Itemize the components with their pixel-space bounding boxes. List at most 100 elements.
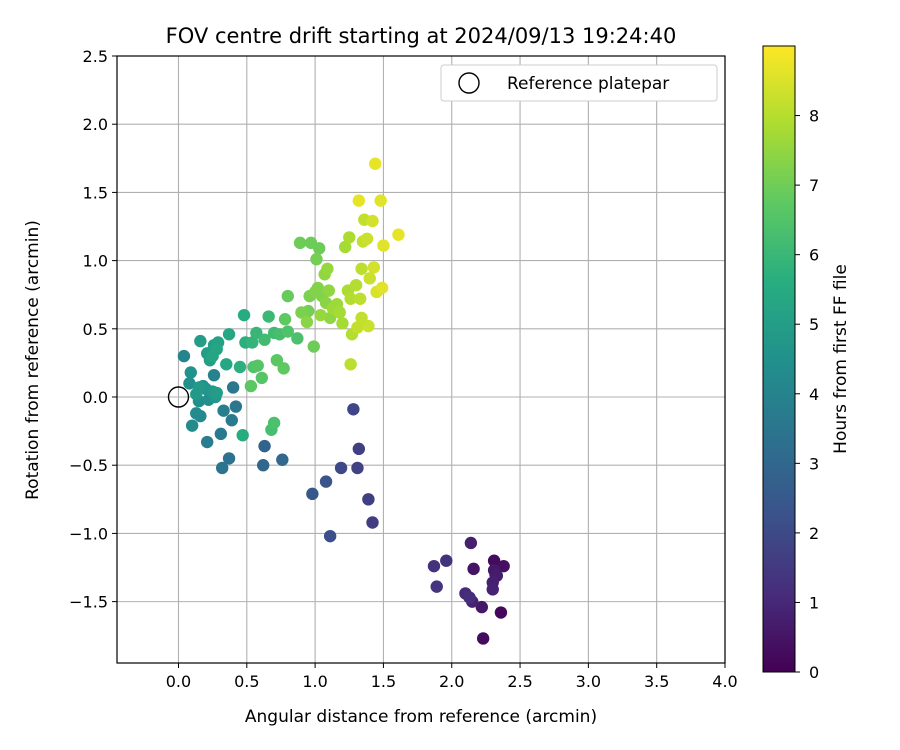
- colorbar-gradient: [762, 45, 796, 673]
- data-point: [177, 349, 191, 363]
- data-point: [250, 326, 263, 340]
- x-axis-ticks: 0.0 0.5 1.0 1.5 2.0 2.5 3.0 3.5 4.0: [166, 663, 738, 691]
- data-point: [355, 262, 368, 275]
- data-point: [427, 559, 441, 573]
- data-point: [351, 461, 364, 475]
- x-tick-label: 3.5: [644, 672, 669, 691]
- x-tick-label: 0.5: [234, 672, 259, 691]
- data-point: [246, 336, 259, 349]
- data-point: [352, 442, 366, 456]
- data-point: [323, 311, 337, 325]
- data-point: [192, 381, 206, 394]
- y-tick-label: 2.0: [83, 115, 108, 134]
- data-point: [190, 407, 203, 420]
- data-point: [338, 240, 352, 254]
- data-point: [467, 562, 480, 576]
- data-point: [262, 310, 275, 323]
- y-tick-label: −1.0: [69, 524, 108, 543]
- data-point: [375, 281, 389, 295]
- data-point: [300, 315, 314, 329]
- data-point: [494, 606, 508, 619]
- data-point: [310, 253, 323, 266]
- data-point: [392, 228, 405, 241]
- data-point: [374, 194, 387, 207]
- data-point: [349, 278, 363, 292]
- data-point: [344, 358, 357, 371]
- data-point: [497, 559, 510, 573]
- data-point: [366, 214, 379, 228]
- data-point: [267, 416, 281, 430]
- data-point: [360, 232, 374, 245]
- data-point: [206, 349, 219, 363]
- reference-point-marker: [167, 386, 190, 408]
- data-point: [251, 359, 264, 372]
- data-point: [333, 306, 346, 319]
- data-point: [322, 284, 335, 297]
- data-point: [313, 242, 326, 255]
- data-point: [314, 308, 327, 322]
- y-axis-title: Rotation from reference (arcmin): [23, 220, 43, 500]
- data-point: [270, 353, 284, 367]
- data-point: [225, 414, 238, 427]
- data-point: [255, 371, 269, 385]
- data-point: [487, 554, 501, 567]
- data-point: [214, 427, 228, 441]
- colorbar-tick-label: 3: [809, 454, 819, 473]
- y-tick-label: −0.5: [69, 456, 108, 475]
- y-tick-label: 2.5: [83, 47, 108, 66]
- data-points: [177, 157, 510, 645]
- data-point: [185, 419, 199, 432]
- data-point: [352, 194, 366, 207]
- data-point: [236, 429, 249, 442]
- colorbar: 0 1 2 3 4 5 6 7 8 Hours from first FF file: [762, 45, 851, 682]
- data-point: [237, 308, 251, 322]
- colorbar-tick-label: 6: [809, 246, 819, 265]
- data-point: [307, 340, 320, 353]
- x-tick-label: 2.0: [439, 672, 464, 691]
- data-point: [430, 580, 443, 593]
- y-tick-label: 1.0: [83, 252, 108, 271]
- data-point: [277, 362, 290, 375]
- data-point: [281, 325, 294, 338]
- data-point: [276, 453, 289, 466]
- data-point: [200, 435, 214, 449]
- x-axis-title: Angular distance from reference (arcmin): [245, 707, 597, 727]
- x-tick-label: 2.5: [507, 672, 532, 691]
- data-point: [217, 404, 230, 417]
- data-point: [367, 261, 381, 274]
- data-point: [355, 311, 368, 325]
- data-point: [321, 262, 334, 275]
- data-point: [334, 461, 348, 475]
- data-point: [366, 516, 379, 529]
- data-point: [295, 306, 308, 319]
- data-point: [207, 368, 221, 382]
- data-point: [377, 239, 390, 252]
- data-point: [306, 487, 319, 501]
- data-point: [233, 360, 247, 374]
- data-point: [293, 236, 307, 250]
- data-point: [362, 319, 375, 333]
- data-point: [475, 600, 488, 614]
- data-point: [229, 400, 243, 413]
- data-point: [194, 334, 207, 348]
- data-point: [347, 403, 360, 416]
- data-point: [369, 157, 382, 170]
- data-point: [258, 333, 271, 346]
- data-point: [463, 591, 476, 604]
- colorbar-tick-label: 7: [809, 176, 819, 195]
- colorbar-tick-label: 1: [809, 593, 819, 612]
- data-point: [354, 292, 367, 305]
- data-point: [220, 358, 233, 371]
- x-tick-label: 3.0: [576, 672, 601, 691]
- x-tick-label: 4.0: [712, 672, 737, 691]
- data-point: [258, 439, 271, 453]
- data-point: [291, 332, 304, 345]
- y-tick-label: −1.5: [69, 593, 108, 612]
- data-point: [210, 386, 223, 400]
- x-tick-label: 1.5: [371, 672, 396, 691]
- data-point: [281, 289, 294, 303]
- data-point: [343, 231, 356, 244]
- y-tick-label: 0.0: [83, 388, 108, 407]
- data-point: [216, 461, 229, 475]
